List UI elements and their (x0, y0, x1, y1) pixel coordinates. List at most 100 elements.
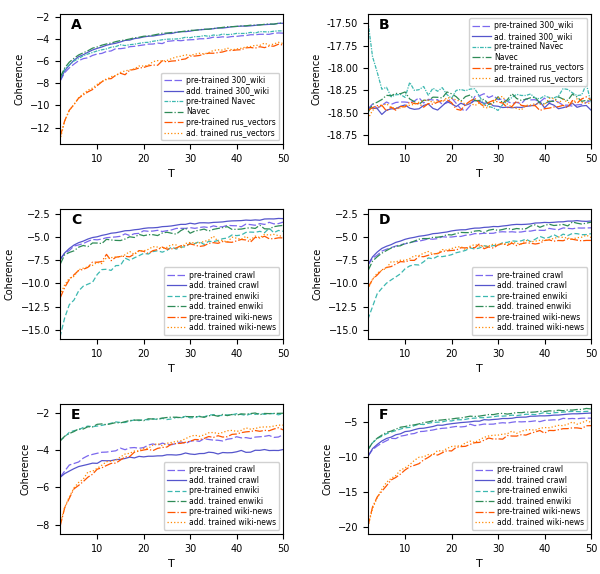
Line: ad. trained 300_wiki: ad. trained 300_wiki (368, 100, 591, 114)
Line: pre-trained Navec: pre-trained Navec (368, 21, 591, 110)
add. trained 300_wiki (70, 57, 77, 64)
pre-trained crawl (214, 223, 221, 230)
ad. trained 300_wiki (583, 102, 590, 109)
pre-trained 300_wiki (56, 78, 64, 85)
pre-trained enwiki (481, 242, 488, 249)
pre-trained crawl (443, 234, 451, 241)
Navec (117, 37, 124, 44)
add. trained crawl (392, 239, 400, 246)
add. trained wiki-news (196, 433, 203, 440)
pre-trained crawl (439, 425, 446, 432)
pre-trained wiki-news (545, 427, 553, 434)
add. trained crawl (550, 219, 557, 226)
pre-trained enwiki (56, 437, 64, 444)
pre-trained rus_vectors (587, 96, 595, 103)
add. trained crawl (476, 418, 483, 425)
add. trained crawl (494, 223, 502, 230)
add. trained crawl (564, 410, 571, 417)
add. trained enwiki (210, 226, 217, 233)
pre-trained 300_wiki (494, 96, 502, 103)
ad. trained rus_vectors (499, 93, 506, 100)
Line: pre-trained wiki-news: pre-trained wiki-news (368, 426, 591, 526)
add. trained 300_wiki (173, 29, 180, 36)
pre-trained enwiki (65, 429, 73, 436)
add. trained enwiki (383, 247, 390, 254)
pre-trained Navec (205, 33, 212, 40)
Navec (490, 99, 497, 106)
pre-trained wiki-news (457, 443, 464, 450)
pre-trained crawl (121, 446, 128, 453)
add. trained crawl (467, 418, 474, 425)
pre-trained wiki-news (494, 242, 502, 249)
Navec (261, 21, 268, 28)
pre-trained enwiki (560, 409, 567, 416)
ad. trained rus_vectors (238, 45, 245, 52)
add. trained wiki-news (136, 447, 143, 454)
pre-trained 300_wiki (210, 34, 217, 41)
ad. trained rus_vectors (154, 57, 161, 64)
add. trained wiki-news (233, 235, 240, 242)
ad. trained 300_wiki (443, 98, 451, 105)
add. trained crawl (270, 447, 277, 454)
pre-trained wiki-news (415, 253, 422, 260)
add. trained crawl (70, 242, 77, 249)
pre-trained rus_vectors (523, 103, 530, 110)
pre-trained enwiki (401, 424, 409, 431)
pre-trained enwiki (187, 414, 194, 421)
pre-trained Navec (89, 49, 96, 56)
add. trained wiki-news (65, 494, 73, 501)
add. trained enwiki (84, 423, 91, 430)
pre-trained wiki-news (154, 445, 161, 452)
ad. trained 300_wiki (504, 104, 511, 111)
pre-trained 300_wiki (205, 35, 212, 42)
Navec (443, 88, 451, 95)
pre-trained Navec (541, 92, 548, 99)
pre-trained wiki-news (504, 242, 511, 249)
add. trained wiki-news (84, 263, 91, 270)
X-axis label: T: T (168, 559, 175, 569)
add. trained enwiki (117, 420, 124, 426)
Line: pre-trained enwiki: pre-trained enwiki (368, 234, 591, 319)
pre-trained enwiki (443, 417, 451, 424)
pre-trained crawl (131, 230, 138, 237)
pre-trained enwiki (75, 426, 82, 433)
pre-trained wiki-news (107, 257, 115, 264)
add. trained wiki-news (434, 447, 441, 454)
add. trained crawl (518, 414, 525, 421)
pre-trained 300_wiki (406, 99, 413, 106)
add. trained enwiki (89, 239, 96, 246)
pre-trained crawl (481, 421, 488, 428)
pre-trained rus_vectors (145, 63, 152, 69)
pre-trained Navec (238, 30, 245, 37)
add. trained enwiki (397, 242, 404, 249)
pre-trained Navec (545, 94, 553, 101)
pre-trained Navec (233, 30, 240, 37)
pre-trained enwiki (84, 422, 91, 429)
pre-trained Navec (401, 94, 409, 101)
add. trained crawl (163, 223, 170, 230)
pre-trained crawl (411, 238, 418, 245)
add. trained 300_wiki (233, 23, 240, 30)
add. trained crawl (270, 215, 277, 222)
add. trained crawl (163, 451, 170, 458)
Navec (173, 29, 180, 36)
add. trained crawl (560, 218, 567, 225)
pre-trained crawl (251, 222, 259, 228)
pre-trained crawl (280, 431, 287, 438)
add. trained enwiki (187, 230, 194, 236)
ad. trained rus_vectors (388, 104, 395, 111)
pre-trained enwiki (261, 411, 268, 418)
pre-trained wiki-news (388, 263, 395, 270)
add. trained 300_wiki (61, 67, 68, 74)
add. trained wiki-news (578, 234, 586, 241)
pre-trained crawl (462, 423, 469, 430)
add. trained wiki-news (163, 244, 170, 251)
pre-trained enwiki (397, 425, 404, 432)
pre-trained crawl (499, 228, 506, 235)
add. trained wiki-news (154, 440, 161, 447)
Line: pre-trained enwiki: pre-trained enwiki (60, 413, 283, 440)
add. trained enwiki (457, 414, 464, 421)
Line: pre-trained 300_wiki: pre-trained 300_wiki (60, 33, 283, 82)
pre-trained enwiki (527, 411, 534, 418)
pre-trained 300_wiki (280, 30, 287, 37)
